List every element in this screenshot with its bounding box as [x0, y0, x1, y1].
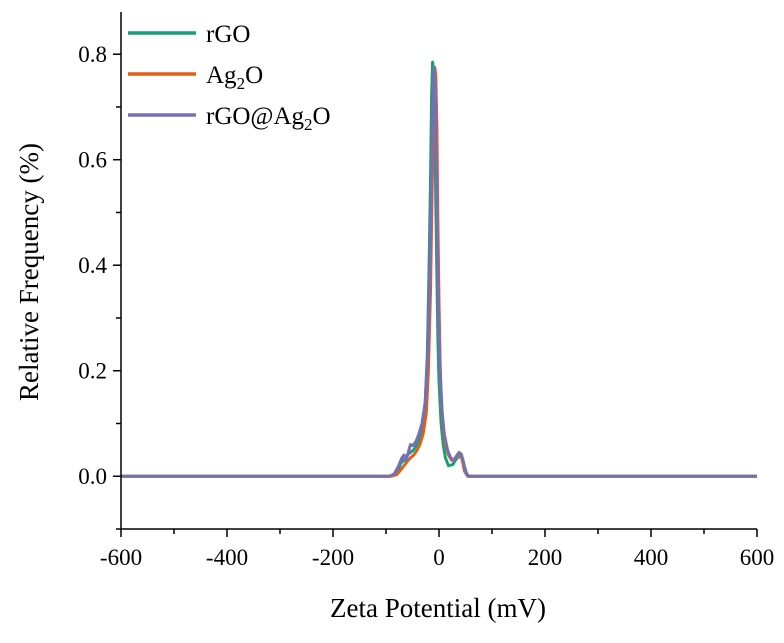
y-tick-label: 0.6: [78, 148, 107, 173]
x-tick-label: 0: [433, 545, 445, 570]
y-axis-title: Relative Frequency (%): [14, 143, 44, 401]
x-tick-label: -200: [312, 545, 354, 570]
x-tick-label: -400: [206, 545, 248, 570]
y-tick-label: 0.2: [78, 359, 107, 384]
y-tick-label: 0.0: [78, 464, 107, 489]
legend-label-1: Ag2O: [206, 62, 263, 93]
x-tick-label: 600: [740, 545, 775, 570]
x-axis-title: Zeta Potential (mV): [330, 593, 546, 623]
legend-label-0: rGO: [206, 21, 250, 48]
series-line-2: [121, 65, 757, 478]
x-tick-label: -600: [100, 545, 142, 570]
legend: rGO Ag2O rGO@Ag2O: [128, 21, 331, 134]
axes: -600 -400 -200 0 200 400 600 0.0 0.2 0.4 0.6 0.8: [78, 12, 774, 570]
legend-label-2: rGO@Ag2O: [206, 103, 331, 134]
plot-lines: [121, 60, 757, 478]
y-tick-label: 0.8: [78, 42, 107, 67]
x-tick-label: 400: [634, 545, 669, 570]
y-tick-label: 0.4: [78, 253, 107, 278]
x-tick-label: 200: [528, 545, 563, 570]
